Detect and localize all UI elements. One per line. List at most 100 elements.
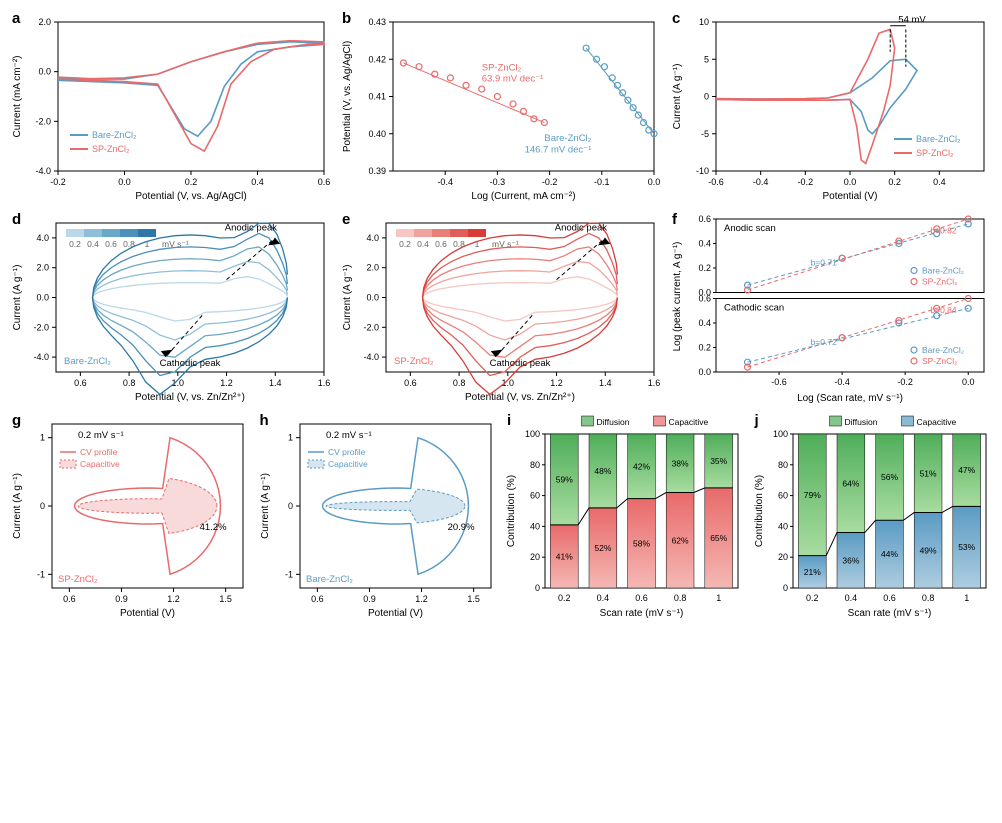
svg-text:53%: 53% [958, 542, 975, 552]
svg-text:0.8: 0.8 [453, 239, 465, 249]
svg-text:48%: 48% [594, 466, 611, 476]
svg-text:0.4: 0.4 [933, 177, 946, 187]
svg-text:0.41: 0.41 [368, 92, 386, 102]
svg-text:b=0.84: b=0.84 [930, 305, 957, 315]
row4: g 0.60.91.21.5-101Potential (V)Current (… [8, 410, 994, 620]
svg-text:146.7 mV dec⁻¹: 146.7 mV dec⁻¹ [525, 144, 592, 155]
svg-text:0.6: 0.6 [435, 239, 447, 249]
svg-text:-2.0: -2.0 [35, 116, 51, 126]
svg-text:100: 100 [772, 429, 787, 439]
svg-text:-2.0: -2.0 [33, 322, 49, 332]
svg-text:SP-ZnCl₂: SP-ZnCl₂ [92, 144, 130, 154]
svg-text:0.6: 0.6 [311, 594, 324, 604]
svg-text:1.2: 1.2 [167, 594, 180, 604]
svg-text:0.0: 0.0 [962, 377, 975, 387]
svg-text:20.9%: 20.9% [447, 522, 474, 533]
svg-text:0.4: 0.4 [251, 177, 264, 187]
svg-text:-1: -1 [37, 569, 45, 579]
svg-text:Contribution (%): Contribution (%) [754, 475, 765, 547]
svg-text:0.4: 0.4 [417, 239, 429, 249]
svg-text:Log (Scan rate, mV s⁻¹): Log (Scan rate, mV s⁻¹) [797, 393, 903, 404]
svg-text:Anodic scan: Anodic scan [724, 223, 776, 234]
svg-text:2.0: 2.0 [36, 263, 49, 273]
panel-e: e 0.60.81.01.21.41.6-4.0-2.00.02.04.0Pot… [338, 209, 664, 404]
panel-letter: a [12, 10, 20, 27]
svg-text:0.0: 0.0 [844, 177, 857, 187]
svg-text:49%: 49% [919, 545, 936, 555]
svg-text:0.8: 0.8 [123, 239, 135, 249]
svg-text:0.6: 0.6 [883, 593, 896, 603]
svg-text:1.2: 1.2 [550, 378, 563, 388]
svg-text:-0.2: -0.2 [542, 177, 558, 187]
svg-text:Bare-ZnCl₂: Bare-ZnCl₂ [922, 266, 964, 276]
svg-text:0.0: 0.0 [118, 177, 131, 187]
svg-text:1.2: 1.2 [415, 594, 428, 604]
svg-text:64%: 64% [842, 478, 859, 488]
svg-text:0.9: 0.9 [363, 594, 376, 604]
panel-d: d 0.60.81.01.21.41.6-4.0-2.00.02.04.0Pot… [8, 209, 334, 404]
svg-text:0.4: 0.4 [597, 593, 610, 603]
svg-text:Potential (V, vs. Zn/Zn²⁺): Potential (V, vs. Zn/Zn²⁺) [465, 392, 575, 403]
svg-text:Capacitive: Capacitive [916, 417, 956, 427]
svg-text:Scan rate (mV s⁻¹): Scan rate (mV s⁻¹) [600, 608, 684, 619]
svg-text:80: 80 [530, 460, 540, 470]
svg-text:Scan rate (mV s⁻¹): Scan rate (mV s⁻¹) [847, 608, 931, 619]
svg-text:Bare-ZnCl₂: Bare-ZnCl₂ [544, 133, 591, 144]
svg-text:0.2: 0.2 [806, 593, 819, 603]
svg-text:Potential (V): Potential (V) [367, 608, 422, 619]
svg-text:1: 1 [716, 593, 721, 603]
svg-text:40: 40 [530, 521, 540, 531]
svg-text:0.4: 0.4 [844, 593, 857, 603]
svg-text:63.9 mV dec⁻¹: 63.9 mV dec⁻¹ [482, 74, 544, 85]
svg-text:1.5: 1.5 [467, 594, 480, 604]
svg-text:-0.2: -0.2 [798, 177, 814, 187]
svg-text:Log (peak current, A g⁻¹): Log (peak current, A g⁻¹) [672, 242, 683, 352]
svg-text:-0.6: -0.6 [771, 377, 787, 387]
svg-text:0: 0 [535, 583, 540, 593]
svg-text:-0.3: -0.3 [490, 177, 506, 187]
svg-text:Diffusion: Diffusion [597, 417, 630, 427]
svg-text:42%: 42% [633, 461, 650, 471]
panel-b: b -0.4-0.3-0.2-0.10.00.390.400.410.420.4… [338, 8, 664, 203]
svg-text:Current (A g⁻¹): Current (A g⁻¹) [12, 265, 23, 331]
svg-text:Bare-ZnCl₂: Bare-ZnCl₂ [306, 574, 353, 585]
svg-text:SP-ZnCl₂: SP-ZnCl₂ [482, 62, 522, 73]
svg-text:0.4: 0.4 [87, 239, 99, 249]
svg-text:Cathodic peak: Cathodic peak [490, 358, 551, 369]
panel-letter: d [12, 211, 21, 228]
svg-text:79%: 79% [803, 490, 820, 500]
svg-text:0.2: 0.2 [399, 239, 411, 249]
svg-text:-0.6: -0.6 [708, 177, 724, 187]
svg-text:0.6: 0.6 [105, 239, 117, 249]
svg-text:0.2: 0.2 [558, 593, 571, 603]
svg-text:Capacitive: Capacitive [328, 459, 368, 469]
svg-text:1.6: 1.6 [648, 378, 661, 388]
svg-text:36%: 36% [842, 555, 859, 565]
svg-text:4.0: 4.0 [366, 233, 379, 243]
svg-text:0.6: 0.6 [698, 294, 711, 304]
panel-g: g 0.60.91.21.5-101Potential (V)Current (… [8, 410, 252, 620]
svg-text:Diffusion: Diffusion [844, 417, 877, 427]
svg-text:b=0.71: b=0.71 [811, 258, 838, 268]
svg-text:4.0: 4.0 [36, 233, 49, 243]
panel-letter: b [342, 10, 351, 27]
svg-text:b=0.82: b=0.82 [930, 226, 957, 236]
svg-text:0.0: 0.0 [698, 367, 711, 377]
svg-text:35%: 35% [710, 456, 727, 466]
svg-text:21%: 21% [803, 567, 820, 577]
svg-text:Current (A g⁻¹): Current (A g⁻¹) [12, 473, 23, 539]
svg-text:1: 1 [964, 593, 969, 603]
svg-text:SP-ZnCl₂: SP-ZnCl₂ [922, 356, 957, 366]
svg-text:Bare-ZnCl₂: Bare-ZnCl₂ [922, 345, 964, 355]
svg-text:Potential (V, vs. Zn/Zn²⁺): Potential (V, vs. Zn/Zn²⁺) [135, 392, 245, 403]
panel-i: i 02040608010059%41%0.248%52%0.442%58%0.… [503, 410, 747, 620]
svg-text:52%: 52% [594, 543, 611, 553]
svg-text:47%: 47% [958, 465, 975, 475]
svg-text:1.6: 1.6 [318, 378, 331, 388]
svg-text:-4.0: -4.0 [363, 352, 379, 362]
svg-text:Log (Current, mA cm⁻²): Log (Current, mA cm⁻²) [471, 191, 575, 202]
svg-text:CV profile: CV profile [328, 447, 366, 457]
svg-text:-0.2: -0.2 [50, 177, 66, 187]
svg-text:Bare-ZnCl₂: Bare-ZnCl₂ [64, 356, 111, 367]
svg-text:60: 60 [530, 491, 540, 501]
